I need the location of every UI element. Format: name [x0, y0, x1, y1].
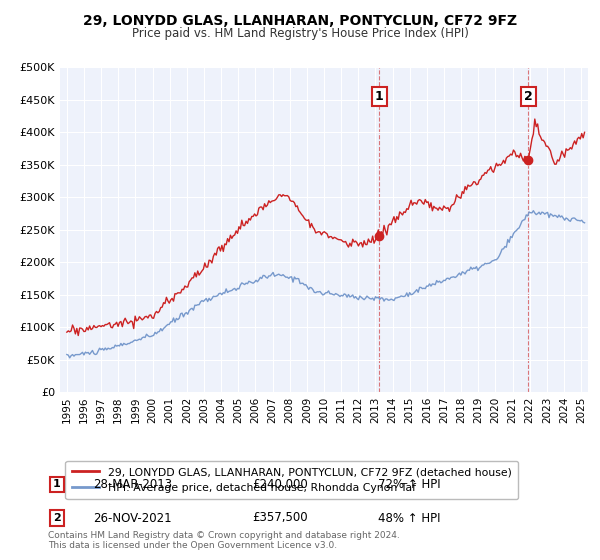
Text: 1: 1	[53, 479, 61, 489]
Text: 29, LONYDD GLAS, LLANHARAN, PONTYCLUN, CF72 9FZ: 29, LONYDD GLAS, LLANHARAN, PONTYCLUN, C…	[83, 14, 517, 28]
Text: 26-NOV-2021: 26-NOV-2021	[93, 511, 172, 525]
Text: 2: 2	[524, 90, 532, 103]
Legend: 29, LONYDD GLAS, LLANHARAN, PONTYCLUN, CF72 9FZ (detached house), HPI: Average p: 29, LONYDD GLAS, LLANHARAN, PONTYCLUN, C…	[65, 461, 518, 499]
Text: £357,500: £357,500	[252, 511, 308, 525]
Text: Contains HM Land Registry data © Crown copyright and database right 2024.
This d: Contains HM Land Registry data © Crown c…	[48, 530, 400, 550]
Text: 1: 1	[375, 90, 384, 103]
Text: Price paid vs. HM Land Registry's House Price Index (HPI): Price paid vs. HM Land Registry's House …	[131, 27, 469, 40]
Text: 2: 2	[53, 513, 61, 523]
Text: 48% ↑ HPI: 48% ↑ HPI	[378, 511, 440, 525]
Text: 28-MAR-2013: 28-MAR-2013	[93, 478, 172, 491]
Text: 72% ↑ HPI: 72% ↑ HPI	[378, 478, 440, 491]
Text: £240,000: £240,000	[252, 478, 308, 491]
